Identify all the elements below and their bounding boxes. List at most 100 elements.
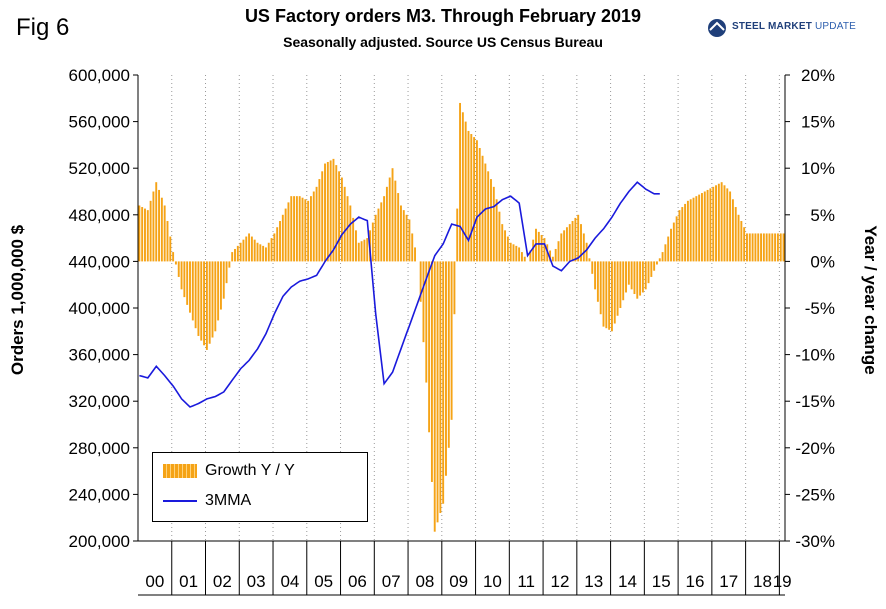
growth-bar bbox=[197, 261, 200, 336]
growth-bar bbox=[588, 258, 591, 262]
growth-bar bbox=[495, 199, 498, 262]
growth-bar bbox=[599, 261, 602, 315]
x-tick-label: 18 bbox=[753, 572, 772, 591]
growth-bar bbox=[450, 261, 453, 420]
growth-bar bbox=[720, 182, 723, 262]
growth-bar bbox=[605, 261, 608, 329]
growth-bar bbox=[155, 182, 158, 262]
growth-bar bbox=[571, 221, 574, 262]
x-tick-label: 19 bbox=[773, 572, 792, 591]
growth-bar bbox=[183, 261, 186, 298]
growth-bar bbox=[430, 261, 433, 482]
growth-bar bbox=[377, 208, 380, 262]
growth-bar bbox=[622, 261, 625, 301]
left-tick-label: 440,000 bbox=[69, 252, 130, 271]
growth-bar bbox=[256, 242, 259, 262]
growth-bar bbox=[281, 214, 284, 262]
growth-bar bbox=[765, 233, 768, 262]
growth-bar bbox=[703, 191, 706, 262]
growth-bar bbox=[439, 261, 442, 514]
growth-bar bbox=[602, 261, 605, 327]
growth-bar bbox=[616, 261, 619, 316]
growth-bar bbox=[537, 231, 540, 262]
x-tick-label: 14 bbox=[618, 572, 637, 591]
growth-bar bbox=[684, 203, 687, 262]
left-tick-label: 320,000 bbox=[69, 392, 130, 411]
growth-bar bbox=[428, 261, 431, 433]
growth-bar bbox=[411, 233, 414, 262]
growth-bar bbox=[295, 196, 298, 262]
growth-bar bbox=[596, 261, 599, 302]
growth-bar bbox=[253, 239, 256, 262]
right-tick-label: 0% bbox=[810, 252, 835, 271]
growth-bar bbox=[262, 245, 265, 262]
growth-bar bbox=[279, 221, 281, 262]
growth-bar bbox=[771, 233, 774, 262]
growth-bar bbox=[565, 227, 568, 262]
x-tick-label: 12 bbox=[550, 572, 569, 591]
growth-bar bbox=[172, 252, 175, 262]
growth-bar bbox=[492, 186, 495, 262]
growth-bar bbox=[456, 208, 459, 262]
growth-bar bbox=[228, 261, 231, 268]
left-tick-label: 560,000 bbox=[69, 113, 130, 132]
growth-bar bbox=[672, 222, 675, 262]
chart-subtitle: Seasonally adjusted. Source US Census Bu… bbox=[283, 34, 603, 50]
growth-bar bbox=[324, 163, 326, 262]
legend-swatch-line bbox=[163, 500, 197, 502]
growth-bar bbox=[200, 261, 203, 341]
right-tick-label: -5% bbox=[805, 299, 835, 318]
growth-bar bbox=[236, 245, 239, 262]
figure-label: Fig 6 bbox=[16, 14, 70, 41]
x-tick-label: 07 bbox=[382, 572, 401, 591]
growth-bar bbox=[307, 200, 310, 262]
chart-title: US Factory orders M3. Through February 2… bbox=[244, 6, 642, 26]
growth-bar bbox=[214, 261, 217, 332]
growth-bar bbox=[447, 261, 450, 448]
growth-bar bbox=[177, 261, 180, 277]
growth-bar bbox=[613, 261, 616, 324]
growth-bar bbox=[329, 160, 332, 262]
growth-bar bbox=[737, 214, 740, 262]
growth-bar bbox=[360, 241, 363, 262]
x-tick-label: 02 bbox=[213, 572, 232, 591]
x-tick-label: 05 bbox=[314, 572, 333, 591]
growth-bar bbox=[647, 261, 650, 284]
left-tick-label: 280,000 bbox=[69, 439, 130, 458]
growth-bar bbox=[695, 196, 698, 262]
right-tick-label: -20% bbox=[795, 439, 835, 458]
growth-bar bbox=[523, 256, 526, 262]
growth-bar bbox=[619, 261, 622, 308]
growth-bar bbox=[366, 238, 369, 262]
growth-bar bbox=[273, 233, 276, 262]
growth-bar bbox=[231, 252, 234, 262]
growth-bar bbox=[557, 241, 560, 262]
growth-bar bbox=[712, 186, 715, 262]
growth-bar bbox=[383, 196, 386, 262]
growth-bar bbox=[467, 130, 470, 262]
growth-bar bbox=[355, 230, 357, 262]
right-tick-label: 5% bbox=[810, 206, 835, 225]
growth-bar bbox=[312, 191, 315, 262]
growth-bar bbox=[174, 261, 177, 265]
growth-bar bbox=[689, 199, 692, 262]
growth-bar bbox=[487, 171, 490, 262]
growth-bar bbox=[225, 261, 228, 284]
growth-bar bbox=[414, 247, 416, 262]
growth-bar bbox=[234, 248, 236, 262]
growth-bar bbox=[498, 211, 501, 262]
growth-bar bbox=[740, 221, 743, 262]
growth-bar bbox=[436, 261, 439, 523]
right-tick-label: -25% bbox=[795, 485, 835, 504]
growth-bar bbox=[661, 252, 664, 262]
growth-bar bbox=[298, 196, 301, 262]
growth-bar bbox=[405, 214, 408, 262]
growth-bar bbox=[425, 261, 428, 383]
growth-bar bbox=[267, 242, 270, 262]
right-tick-label: -30% bbox=[795, 532, 835, 551]
growth-bar bbox=[554, 248, 557, 262]
growth-bar bbox=[189, 261, 191, 313]
growth-bar bbox=[363, 239, 366, 262]
growth-bar bbox=[746, 233, 748, 262]
growth-bar bbox=[402, 210, 405, 262]
